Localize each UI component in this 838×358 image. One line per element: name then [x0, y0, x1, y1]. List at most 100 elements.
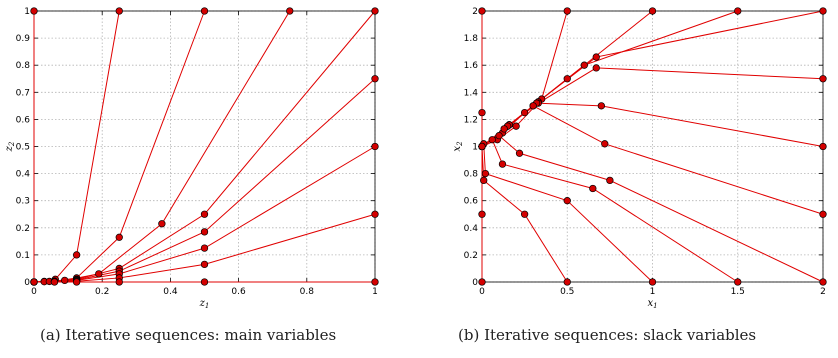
- data-point: [592, 64, 600, 72]
- data-point: [200, 260, 209, 269]
- data-point: [592, 53, 600, 61]
- data-point: [371, 75, 379, 83]
- data-point: [115, 7, 123, 15]
- y-tick-label: 0.7: [16, 88, 30, 98]
- chart-main-variables: 0 0.2 0.4 0.6 0.8 1 0 0.1 0.2 0.3 0.4 0.5 0.6 0.7 0.8 0…: [4, 7, 379, 310]
- data-point: [371, 142, 379, 151]
- data-point: [563, 197, 571, 205]
- x-tick-label: 0.6: [231, 287, 246, 297]
- data-point: [512, 122, 520, 130]
- data-point: [601, 140, 609, 148]
- series-line-3: [481, 10, 738, 147]
- y-tick-label: 0.2: [16, 224, 30, 234]
- data-point: [819, 75, 827, 83]
- data-point: [200, 228, 209, 236]
- data-point: [819, 142, 827, 151]
- y-tick-label: 1: [472, 143, 478, 153]
- data-point: [200, 210, 209, 218]
- data-point: [597, 102, 605, 110]
- x-tick-label: 1: [650, 287, 656, 297]
- data-point: [30, 7, 38, 15]
- data-point: [200, 244, 209, 252]
- data-point: [95, 270, 103, 278]
- x-tick-label: 0.2: [95, 287, 109, 297]
- data-point: [734, 278, 742, 286]
- y-tick-label: 1.2: [464, 115, 478, 125]
- data-point: [371, 278, 379, 286]
- y-tick-label: 1.4: [464, 88, 479, 98]
- x-axis-label: x1: [647, 298, 657, 310]
- data-point: [371, 210, 379, 218]
- data-point: [481, 169, 490, 178]
- data-point: [371, 7, 379, 15]
- x-axis-label-sub: 1: [205, 302, 209, 310]
- y-tick-label: 0.2: [464, 251, 478, 261]
- data-point: [72, 251, 81, 259]
- y-axis-label: x2: [452, 141, 464, 152]
- data-point: [580, 61, 588, 69]
- data-point: [478, 142, 486, 151]
- data-point: [563, 75, 571, 83]
- data-point: [734, 7, 742, 15]
- x-tick-label: 1.5: [731, 287, 745, 297]
- data-point: [72, 278, 81, 286]
- data-point: [520, 210, 529, 218]
- x-tick-label: 0.8: [300, 287, 315, 297]
- data-point: [648, 278, 657, 286]
- data-point: [520, 108, 529, 117]
- y-tick-label: 0.5: [16, 143, 30, 153]
- y-tick-label: 0.6: [464, 197, 479, 207]
- data-point: [115, 278, 123, 286]
- data-point: [478, 278, 486, 286]
- y-tick-label: 0.8: [16, 61, 31, 71]
- y-axis-label: z2: [4, 141, 16, 152]
- plot-frame: [481, 10, 824, 283]
- y-tick-label: 0.4: [16, 170, 31, 180]
- caption-slack-variables: (b) Iterative sequences: slack variables: [458, 326, 757, 344]
- y-tick-label: 0.9: [16, 34, 31, 44]
- data-point: [480, 176, 488, 185]
- data-point: [563, 278, 571, 286]
- series-line-1: [481, 10, 568, 147]
- data-point: [648, 7, 657, 15]
- data-point: [819, 210, 827, 218]
- series-line-11: [481, 146, 568, 283]
- x-tick-label: 1: [372, 287, 378, 297]
- data-point: [495, 132, 503, 140]
- plot-frame: [33, 10, 376, 283]
- y-tick-label: 0.4: [464, 224, 479, 234]
- data-point: [819, 278, 827, 286]
- y-tick-label: 2: [472, 7, 478, 17]
- x-axis-label-sub: 1: [653, 302, 657, 310]
- y-tick-label: 1: [24, 7, 30, 17]
- series-line-4: [33, 10, 376, 283]
- y-axis-label-sub: 2: [456, 141, 464, 147]
- data-point: [819, 7, 827, 15]
- data-point: [500, 125, 508, 133]
- data-point: [200, 278, 209, 286]
- data-point: [50, 278, 59, 286]
- data-point: [286, 7, 294, 15]
- x-tick-label: 0: [479, 287, 485, 297]
- data-point: [488, 136, 496, 144]
- data-point: [606, 176, 614, 185]
- data-point: [30, 278, 38, 286]
- y-tick-label: 0.8: [464, 170, 479, 180]
- y-tick-label: 0.1: [16, 251, 30, 261]
- y-tick-label: 1.8: [464, 34, 479, 44]
- data-point: [478, 210, 486, 218]
- y-tick-label: 0: [24, 278, 30, 288]
- chart-slack-variables: 0 0.5 1 1.5 2 0 0.2 0.4 0.6 0.8 1 1.2 1.4 1.6 1.8 2 x1 x2: [452, 7, 827, 310]
- x-tick-label: 2: [820, 287, 826, 297]
- data-point: [563, 7, 571, 15]
- data-point: [478, 7, 486, 15]
- y-tick-label: 0.6: [16, 115, 31, 125]
- data-point: [498, 160, 507, 168]
- data-point: [529, 102, 537, 110]
- data-point: [515, 149, 524, 157]
- data-point: [589, 184, 597, 193]
- y-tick-label: 1.6: [464, 61, 479, 71]
- data-point: [115, 233, 123, 241]
- caption-main-variables: (a) Iterative sequences: main variables: [40, 326, 337, 344]
